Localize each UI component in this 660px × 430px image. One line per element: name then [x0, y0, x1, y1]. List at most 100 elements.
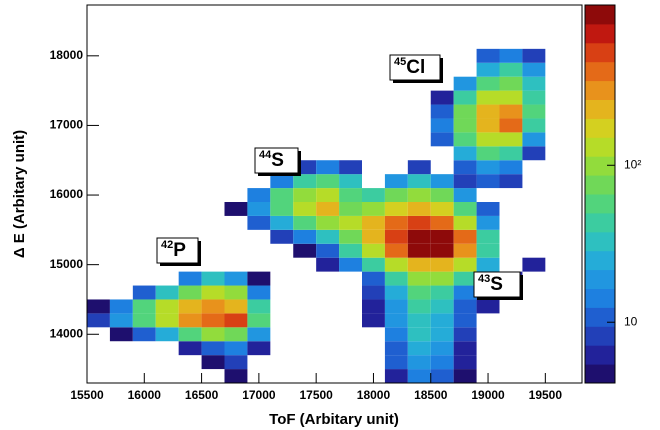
- cell: [384, 341, 408, 356]
- color-bar: 10 10²: [584, 4, 641, 384]
- mass-number: 44: [259, 149, 272, 161]
- color-band: [585, 194, 615, 214]
- element: P: [173, 240, 186, 261]
- cell: [384, 313, 408, 328]
- cell: [453, 369, 477, 383]
- cell: [201, 285, 225, 300]
- cell: [522, 62, 546, 77]
- cell: [430, 285, 454, 300]
- cell: [499, 104, 523, 119]
- cell: [109, 313, 133, 328]
- cell: [384, 202, 408, 216]
- cell: [476, 174, 500, 189]
- cell: [476, 132, 500, 147]
- cell: [178, 299, 202, 314]
- cell: [430, 104, 454, 119]
- cell: [407, 369, 431, 383]
- cell: [384, 229, 408, 244]
- cell: [476, 146, 500, 161]
- cell: [224, 369, 248, 383]
- cell: [224, 285, 248, 300]
- color-band: [585, 212, 615, 233]
- y-tick-label: 17000: [50, 118, 84, 132]
- cell: [384, 299, 408, 314]
- cell: [132, 299, 156, 314]
- cell: [247, 341, 271, 356]
- cell: [384, 243, 408, 258]
- cell: [476, 48, 500, 63]
- color-band: [585, 250, 615, 271]
- cell: [384, 327, 408, 342]
- cell: [453, 160, 477, 175]
- x-tick-label: 16500: [185, 388, 219, 402]
- cell: [476, 229, 500, 244]
- cell: [453, 341, 477, 356]
- cell: [293, 215, 317, 230]
- element: S: [271, 150, 284, 171]
- cell: [270, 202, 294, 216]
- cell: [453, 104, 477, 119]
- cell: [178, 271, 202, 286]
- cell: [384, 271, 408, 286]
- cell: [453, 257, 477, 272]
- cell: [339, 257, 362, 272]
- cell: [430, 229, 454, 244]
- cell: [384, 174, 408, 189]
- cell: [430, 327, 454, 342]
- color-band: [585, 156, 615, 176]
- cells: [87, 48, 546, 383]
- isotope-label: 42P: [161, 239, 186, 261]
- cell: [453, 243, 477, 258]
- cell: [407, 285, 431, 300]
- cell: [247, 313, 271, 328]
- color-band: [585, 326, 615, 346]
- color-band: [585, 80, 615, 100]
- x-tick-label: 19500: [529, 388, 563, 402]
- cell: [453, 313, 477, 328]
- cell: [384, 188, 408, 203]
- y-tick-label: 15000: [50, 257, 84, 271]
- cell: [362, 271, 385, 286]
- cell: [453, 229, 477, 244]
- cell: [155, 299, 179, 314]
- cell: [362, 215, 385, 230]
- cell: [224, 202, 248, 216]
- cell: [430, 132, 454, 147]
- cell: [476, 76, 500, 91]
- cell: [270, 215, 294, 230]
- cell: [224, 313, 248, 328]
- cell: [316, 229, 340, 244]
- y-tick-label: 16000: [50, 187, 84, 201]
- cell: [362, 188, 385, 203]
- cell: [316, 160, 340, 175]
- cell: [224, 271, 248, 286]
- x-axis-title: ToF (Arbitary unit): [269, 411, 399, 428]
- cell: [339, 160, 362, 175]
- cell: [430, 202, 454, 216]
- color-band: [585, 175, 615, 195]
- cell: [247, 299, 271, 314]
- cell: [109, 299, 133, 314]
- cell: [453, 118, 477, 133]
- element: S: [490, 274, 503, 295]
- cell: [132, 313, 156, 328]
- color-band: [585, 307, 615, 327]
- color-band: [585, 364, 615, 384]
- cell: [293, 243, 317, 258]
- cell: [407, 202, 431, 216]
- cell: [453, 146, 477, 161]
- cell: [362, 285, 385, 300]
- color-band: [585, 288, 615, 308]
- cell: [430, 174, 454, 189]
- cell: [384, 285, 408, 300]
- cell: [522, 132, 546, 147]
- cell: [201, 313, 225, 328]
- x-tick-label: 15500: [70, 388, 104, 402]
- cell: [362, 257, 385, 272]
- cell: [499, 62, 523, 77]
- isotope-label: 44S: [259, 149, 284, 171]
- cell: [453, 271, 477, 286]
- cell: [316, 215, 340, 230]
- cell: [522, 146, 546, 161]
- y-tick-label: 14000: [50, 326, 84, 340]
